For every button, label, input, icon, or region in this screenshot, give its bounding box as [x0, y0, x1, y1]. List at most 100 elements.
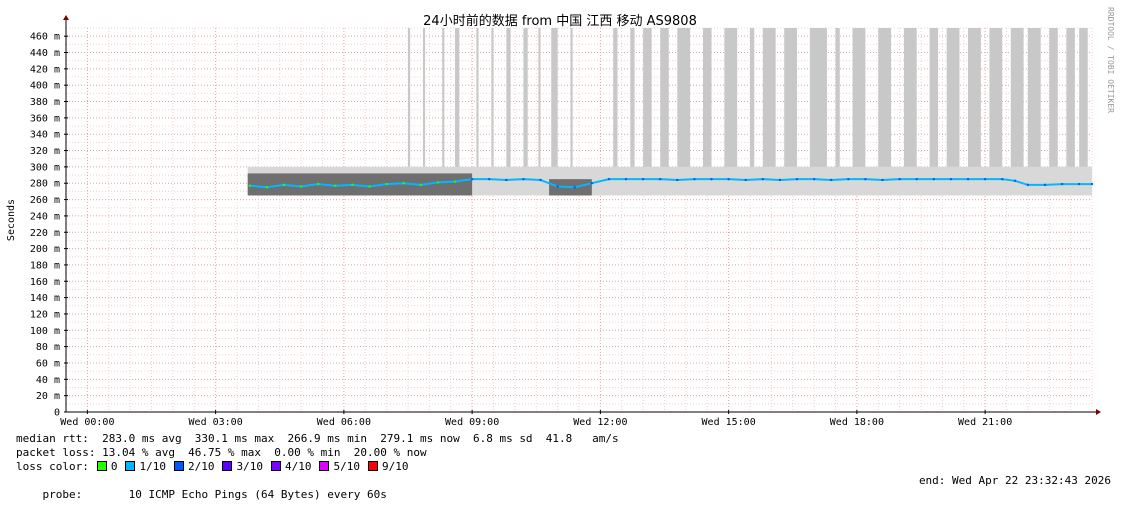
- median-rtt-point: [334, 184, 337, 187]
- loss-spike: [762, 28, 776, 167]
- loss-color-swatch-label: 1/10: [139, 460, 166, 473]
- median-rtt-point: [847, 177, 850, 181]
- loss-color-swatch: [125, 461, 136, 471]
- median-rtt-point: [1090, 182, 1094, 186]
- loss-color-swatch-label: 3/10: [236, 460, 263, 473]
- loss-spike: [929, 28, 939, 167]
- y-tick-label: 60 m: [36, 358, 60, 369]
- median-rtt-point: [830, 178, 833, 182]
- loss-spike: [702, 28, 712, 167]
- loss-color-swatch: [222, 461, 233, 471]
- median-rtt-point: [453, 180, 457, 183]
- loss-spike: [835, 28, 840, 167]
- median-rtt-point: [351, 183, 354, 187]
- median-rtt-point: [966, 177, 970, 181]
- median-rtt-point: [710, 177, 713, 181]
- median-rtt-point: [419, 183, 423, 187]
- loss-spike: [613, 28, 618, 167]
- median-rtt-stats: median rtt: 283.0 ms avg 330.1 ms max 26…: [16, 432, 619, 445]
- loss-spike: [476, 28, 479, 167]
- loss-spike: [523, 28, 528, 167]
- loss-spike: [660, 28, 669, 167]
- loss-spike: [1066, 28, 1075, 167]
- median-rtt-point: [248, 184, 252, 187]
- median-rtt-point: [676, 178, 679, 182]
- loss-color-swatch: [96, 461, 107, 471]
- median-rtt-point: [590, 182, 594, 185]
- median-rtt-point: [1077, 182, 1081, 186]
- loss-spike: [408, 28, 411, 167]
- x-tick-label: Wed 06:00: [317, 417, 371, 428]
- loss-color-label: loss color:: [16, 460, 89, 473]
- median-rtt-point: [932, 177, 936, 181]
- loss-spike: [1027, 28, 1041, 167]
- y-tick-label: 20 m: [36, 391, 60, 402]
- y-tick-label: 180 m: [30, 260, 60, 271]
- median-rtt-point: [1043, 183, 1047, 187]
- loss-color-swatch: [173, 461, 184, 471]
- smoke-dense-early: [247, 173, 473, 196]
- median-rtt-series: [248, 177, 1094, 189]
- median-rtt-point: [470, 177, 474, 181]
- y-tick-label: 280 m: [30, 179, 60, 190]
- loss-spike: [989, 28, 1003, 167]
- median-rtt-point: [1001, 177, 1004, 181]
- x-tick-label: Wed 03:00: [189, 417, 243, 428]
- loss-color-swatch: [270, 461, 281, 471]
- median-rtt-point: [693, 177, 696, 181]
- median-rtt-point: [385, 182, 388, 186]
- y-tick-label: 320 m: [30, 146, 60, 157]
- loss-spike: [1049, 28, 1058, 167]
- y-tick-label: 380 m: [30, 97, 60, 108]
- chart-title: 24小时前的数据 from 中国 江西 移动 AS9808: [423, 13, 697, 29]
- loss-color-swatch-label: 2/10: [187, 460, 215, 473]
- median-rtt-point: [1013, 179, 1017, 182]
- median-rtt-point: [778, 178, 782, 182]
- x-tick-label: Wed 00:00: [60, 417, 114, 428]
- loss-spike: [677, 28, 691, 167]
- y-tick-label: 120 m: [30, 309, 60, 320]
- median-rtt-point: [573, 186, 576, 189]
- loss-color-swatch-label: 5/10: [333, 460, 360, 473]
- median-rtt-point: [812, 177, 816, 181]
- smoke-band: [247, 166, 1092, 196]
- median-rtt-point: [402, 182, 405, 185]
- median-rtt-point: [1060, 182, 1064, 186]
- y-tick-label: 300 m: [30, 162, 60, 173]
- y-tick-label: 400 m: [30, 81, 60, 92]
- median-rtt-point: [488, 177, 491, 181]
- x-axis-arrow: [1096, 409, 1101, 415]
- loss-spike: [968, 28, 981, 167]
- loss-spike: [903, 28, 917, 167]
- packet-loss-stats: packet loss: 13.04 % avg 46.75 % max 0.0…: [16, 446, 427, 459]
- loss-spikes: [408, 28, 1088, 167]
- loss-spike: [1010, 28, 1024, 167]
- median-rtt-point: [299, 185, 303, 188]
- probe-info: probe: 10 ICMP Echo Pings (64 Bytes) eve…: [42, 488, 387, 501]
- median-rtt-point: [898, 177, 901, 181]
- median-rtt-point: [607, 177, 611, 181]
- loss-spike: [570, 28, 573, 167]
- loss-spike: [878, 28, 892, 167]
- median-rtt-point: [265, 186, 269, 189]
- legend: median rtt: 283.0 ms avg 330.1 ms max 26…: [16, 432, 1111, 501]
- loss-spike: [551, 28, 558, 167]
- median-rtt-point: [522, 177, 525, 181]
- y-tick-label: 420 m: [30, 64, 60, 75]
- y-tick-label: 80 m: [36, 342, 60, 353]
- y-tick-label: 40 m: [36, 375, 60, 386]
- loss-spike: [750, 28, 755, 167]
- loss-spike: [506, 28, 511, 167]
- latency-chart: 24小时前的数据 from 中国 江西 移动 AS9808 Seconds RR…: [6, 7, 1115, 428]
- x-tick-label: Wed 12:00: [573, 417, 627, 428]
- loss-spike: [491, 28, 494, 167]
- median-rtt-point: [864, 177, 867, 181]
- x-tick-label: Wed 21:00: [958, 417, 1012, 428]
- x-tick-label: Wed 09:00: [445, 417, 499, 428]
- median-rtt-point: [1026, 183, 1030, 187]
- y-tick-label: 360 m: [30, 113, 60, 124]
- median-rtt-point: [539, 178, 542, 182]
- rrdtool-watermark: RRDTOOL / TOBI OETIKER: [1106, 7, 1115, 113]
- median-rtt-point: [659, 177, 662, 181]
- median-rtt-point: [949, 177, 953, 181]
